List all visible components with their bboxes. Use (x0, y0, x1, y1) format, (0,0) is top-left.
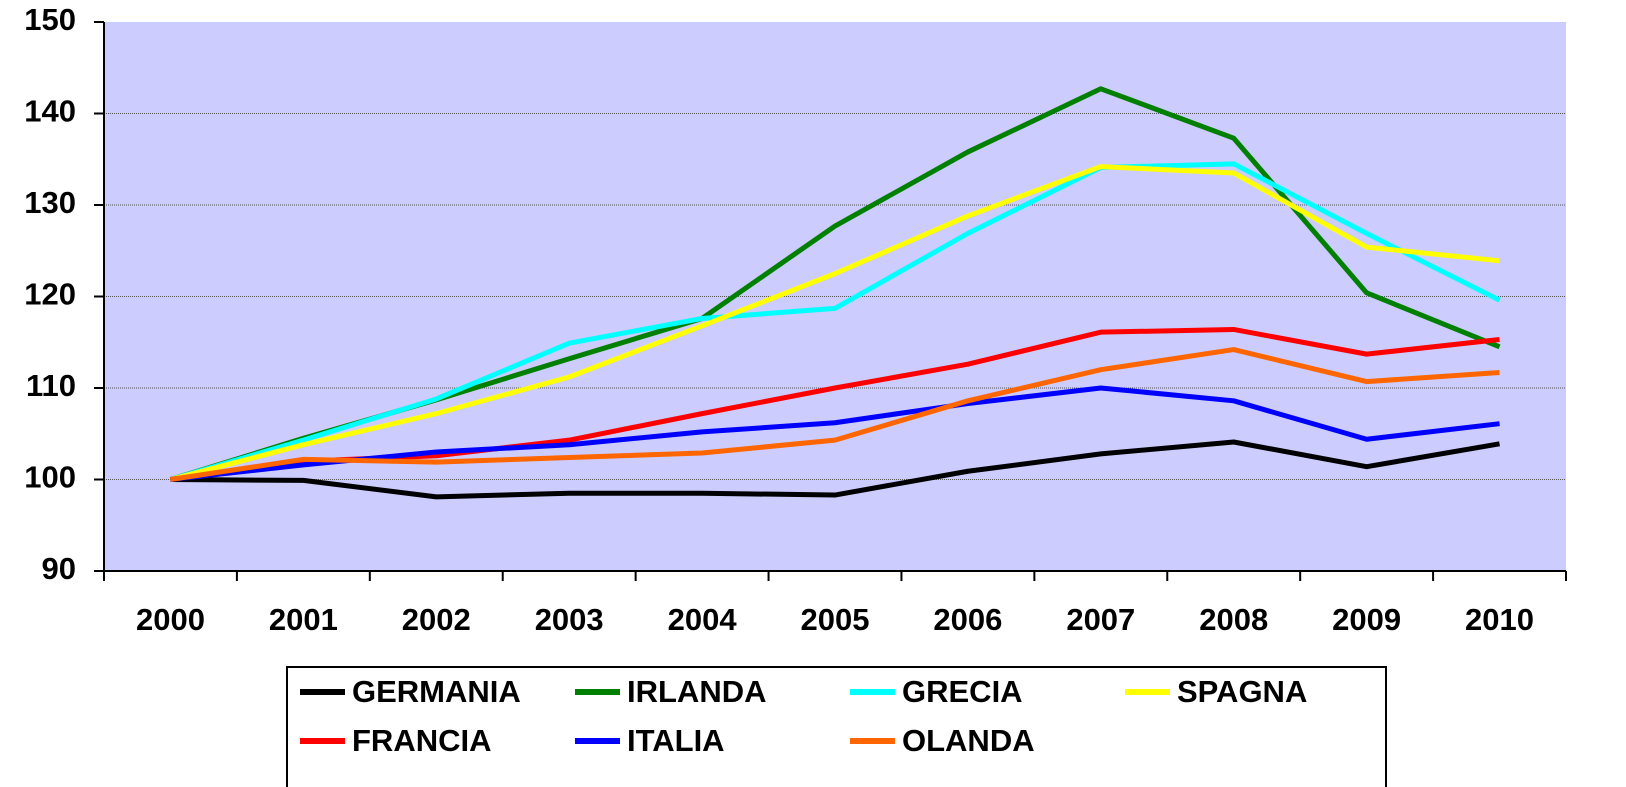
series-line (169, 161, 1501, 482)
legend-label: FRANCIA (352, 723, 492, 758)
legend-label: IRLANDA (627, 674, 767, 709)
x-tick-label: 2000 (136, 602, 205, 637)
x-tick-label: 2002 (402, 602, 471, 637)
y-tick-label: 100 (24, 460, 76, 495)
x-tick-label: 2007 (1066, 602, 1135, 637)
legend-label: SPAGNA (1177, 674, 1307, 709)
y-tick-label: 120 (24, 277, 76, 312)
x-tick-label: 2001 (269, 602, 338, 637)
series-line (169, 164, 1500, 482)
y-tick-label: 150 (24, 2, 76, 37)
legend-label: ITALIA (627, 723, 725, 758)
y-tick-label: 110 (26, 368, 76, 403)
x-tick-label: 2010 (1465, 602, 1534, 637)
x-tick-label: 2009 (1332, 602, 1401, 637)
x-tick-label: 2003 (535, 602, 604, 637)
x-tick-label: 2005 (801, 602, 870, 637)
x-tick-label: 2004 (668, 602, 738, 637)
series-line (170, 385, 1500, 482)
y-tick-label: 130 (24, 185, 76, 220)
legend-label: OLANDA (902, 723, 1035, 758)
y-tick-label: 140 (24, 94, 76, 129)
x-tick-label: 2008 (1199, 602, 1268, 637)
legend-label: GRECIA (902, 674, 1023, 709)
legend-label: GERMANIA (352, 674, 521, 709)
series-line (170, 439, 1500, 500)
x-tick-label: 2006 (933, 602, 1002, 637)
y-tick-label: 90 (42, 551, 76, 586)
series-line (170, 347, 1500, 482)
legend-box (286, 666, 1387, 787)
